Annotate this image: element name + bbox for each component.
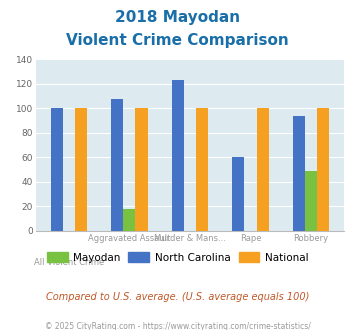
Text: Violent Crime Comparison: Violent Crime Comparison <box>66 33 289 48</box>
Bar <box>123 209 135 231</box>
Bar <box>232 157 245 231</box>
Bar <box>51 109 63 231</box>
Text: 2018 Mayodan: 2018 Mayodan <box>115 10 240 25</box>
Text: © 2025 CityRating.com - https://www.cityrating.com/crime-statistics/: © 2025 CityRating.com - https://www.city… <box>45 322 310 330</box>
Bar <box>305 171 317 231</box>
Bar <box>111 99 123 231</box>
Legend: Mayodan, North Carolina, National: Mayodan, North Carolina, National <box>43 248 312 267</box>
Bar <box>317 109 329 231</box>
Bar <box>75 109 87 231</box>
Bar <box>135 109 148 231</box>
Bar <box>293 116 305 231</box>
Bar <box>172 80 184 231</box>
Bar <box>257 109 269 231</box>
Text: Compared to U.S. average. (U.S. average equals 100): Compared to U.S. average. (U.S. average … <box>46 292 309 302</box>
Bar <box>196 109 208 231</box>
Text: All Violent Crime: All Violent Crime <box>34 258 104 267</box>
